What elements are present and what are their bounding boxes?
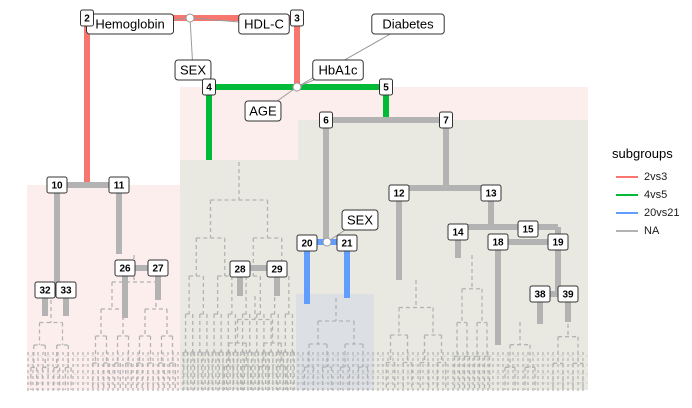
node-label-3: 3 [294,14,300,25]
node-label-27: 27 [152,264,164,275]
node-box-21 [336,234,358,252]
legend-key-line [616,212,638,214]
split-label-text: Diabetes [382,17,434,32]
legend-item-4vs5: 4vs5 [606,186,690,204]
node-box-13 [480,184,502,202]
node-box-12 [388,184,410,202]
node-box-19 [547,233,569,251]
legend-label: 20vs21 [644,207,680,219]
node-label-6: 6 [323,116,329,127]
split-label-text: Hemoglobin [95,17,164,32]
split-label-box [312,59,364,81]
node-box-18 [487,233,509,251]
node-label-39: 39 [562,290,574,301]
split-label-box [244,100,282,122]
split-labels: Hemoglobin HDL-C SEX HbA1c Diabetes AGE SEX [86,13,445,247]
legend-item-20vs21: 20vs21 [606,204,690,222]
split-label-box [238,13,290,35]
split-label-box [341,209,379,231]
legend-key-line [616,194,638,196]
node-label-28: 28 [234,265,246,276]
node-box-32 [34,281,56,299]
node-box-6 [319,111,333,129]
node-label-21: 21 [341,239,353,250]
tree-nodes: 2 3 4 5 6 7 10 11 12 13 14 15 18 19 20 21 26 27 28 29 32 33 38… [34,9,579,303]
split-label-text: AGE [249,104,277,119]
legend-key-line [616,176,638,178]
node-label-13: 13 [485,189,497,200]
node-box-26 [114,259,136,277]
region-node-20-21 [296,294,374,390]
node-box-4 [202,78,216,96]
legend-items: 2vs3 4vs5 20vs21 NA [606,168,690,240]
node-label-33: 33 [60,286,72,297]
node-box-14 [447,223,469,241]
legend: subgroups 2vs3 4vs5 20vs21 NA [606,146,690,240]
node-box-5 [379,78,393,96]
legend-label: 4vs5 [644,189,668,201]
split-point-0 [185,13,195,23]
node-box-20 [296,234,318,252]
split-point-2 [322,237,332,247]
node-box-11 [108,176,130,194]
node-label-18: 18 [492,238,504,249]
legend-label: 2vs3 [644,171,668,183]
node-label-32: 32 [39,286,51,297]
node-box-29 [266,260,288,278]
split-label-box [371,13,445,35]
legend-item-NA: NA [606,222,690,240]
legend-title: subgroups [612,146,673,161]
node-label-5: 5 [383,83,389,94]
node-box-38 [529,285,551,303]
node-label-7: 7 [443,116,449,127]
split-label-box [174,59,212,81]
node-label-26: 26 [119,264,131,275]
legend-label: NA [644,225,660,237]
node-box-10 [46,176,68,194]
node-box-2 [80,9,94,27]
node-box-7 [439,111,453,129]
node-label-10: 10 [51,181,63,192]
node-label-4: 4 [206,83,212,94]
node-label-2: 2 [84,14,90,25]
split-label-text: HbA1c [318,63,358,78]
node-label-15: 15 [522,225,534,236]
node-label-12: 12 [393,189,405,200]
node-box-15 [517,220,539,238]
node-label-11: 11 [114,181,125,192]
legend-item-2vs3: 2vs3 [606,168,690,186]
node-box-3 [290,9,304,27]
node-box-39 [557,285,579,303]
split-label-text: SEX [347,213,373,228]
node-label-14: 14 [452,228,464,239]
split-label-text: HDL-C [244,17,284,32]
dashed-subtrees [27,162,588,392]
node-box-33 [55,281,77,299]
split-point-1 [292,82,302,92]
legend-key-line [616,230,638,232]
node-box-27 [147,259,169,277]
node-label-29: 29 [271,265,283,276]
split-label-text: SEX [180,63,206,78]
node-label-19: 19 [552,238,564,249]
node-box-28 [229,260,251,278]
node-label-20: 20 [301,239,313,250]
node-label-38: 38 [534,290,546,301]
